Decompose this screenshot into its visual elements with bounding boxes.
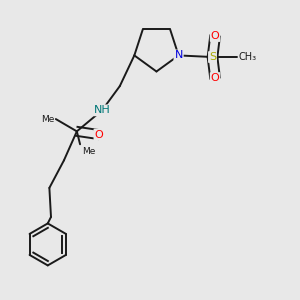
Text: S: S xyxy=(209,52,216,62)
Text: N: N xyxy=(174,50,183,60)
Text: NH: NH xyxy=(94,105,110,115)
Text: Me: Me xyxy=(41,115,54,124)
Text: Me: Me xyxy=(82,148,95,157)
Text: CH₃: CH₃ xyxy=(238,52,256,62)
Text: O: O xyxy=(94,130,103,140)
Text: O: O xyxy=(211,31,220,41)
Text: O: O xyxy=(211,73,220,83)
